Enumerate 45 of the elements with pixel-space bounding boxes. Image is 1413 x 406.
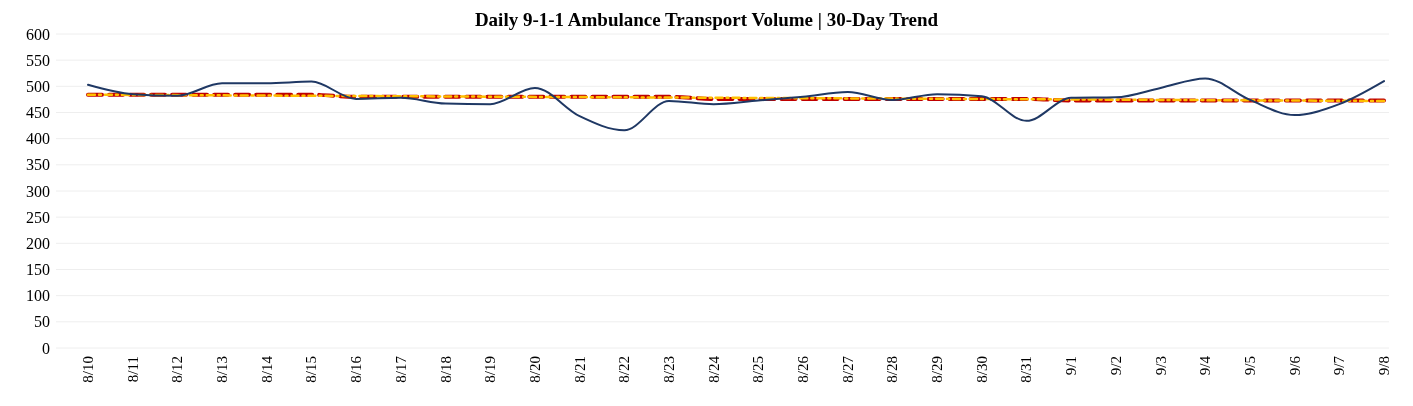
- y-tick-label: 350: [26, 156, 50, 174]
- x-tick-label: 8/20: [526, 356, 543, 383]
- x-tick-label: 9/6: [1286, 355, 1303, 376]
- chart-title: Daily 9-1-1 Ambulance Transport Volume | 30-Day Trend: [474, 9, 939, 30]
- y-tick-label: 450: [26, 104, 50, 122]
- x-tick-label: 8/24: [705, 355, 722, 383]
- y-tick-label: 600: [26, 25, 50, 43]
- x-tick-label: 8/11: [124, 356, 141, 383]
- x-tick-label: 9/4: [1197, 355, 1214, 376]
- y-tick-label: 100: [26, 287, 50, 305]
- x-tick-label: 8/23: [660, 356, 677, 383]
- y-tick-label: 50: [34, 313, 50, 331]
- y-tick-label: 0: [42, 339, 50, 357]
- y-tick-label: 300: [26, 182, 50, 200]
- x-tick-label: 8/12: [169, 356, 186, 383]
- x-tick-label: 8/26: [795, 355, 812, 383]
- x-tick-label: 9/3: [1152, 356, 1169, 376]
- x-tick-label: 9/7: [1331, 355, 1348, 376]
- x-tick-label: 8/27: [839, 355, 856, 383]
- x-tick-label: 9/1: [1063, 356, 1080, 376]
- x-tick-label: 8/16: [348, 355, 365, 383]
- x-tick-label: 8/15: [303, 356, 320, 383]
- x-tick-label: 8/22: [616, 356, 633, 383]
- y-tick-label: 400: [26, 130, 50, 148]
- x-tick-label: 8/13: [214, 356, 231, 383]
- x-tick-label: 8/30: [973, 356, 990, 383]
- y-tick-label: 500: [26, 77, 50, 95]
- x-tick-label: 8/31: [1018, 356, 1035, 383]
- x-tick-label: 8/29: [929, 356, 946, 383]
- x-tick-label: 8/25: [750, 356, 767, 383]
- line-series: [87, 77, 1385, 132]
- x-tick-label: 9/2: [1107, 356, 1124, 376]
- x-tick-label: 8/21: [571, 356, 588, 383]
- x-tick-label: 8/18: [437, 356, 454, 383]
- y-tick-label: 550: [26, 51, 50, 69]
- x-tick-label: 8/28: [884, 356, 901, 383]
- x-tick-label: 8/17: [392, 355, 409, 383]
- y-tick-label: 250: [26, 208, 50, 226]
- x-tick-label: 9/8: [1376, 356, 1392, 376]
- y-tick-label: 200: [26, 234, 50, 252]
- x-tick-label: 8/19: [482, 356, 499, 383]
- x-tick-label: 8/14: [258, 355, 275, 383]
- y-tick-label: 150: [26, 261, 50, 279]
- x-tick-label: 8/10: [80, 356, 96, 383]
- x-tick-label: 9/5: [1241, 356, 1258, 376]
